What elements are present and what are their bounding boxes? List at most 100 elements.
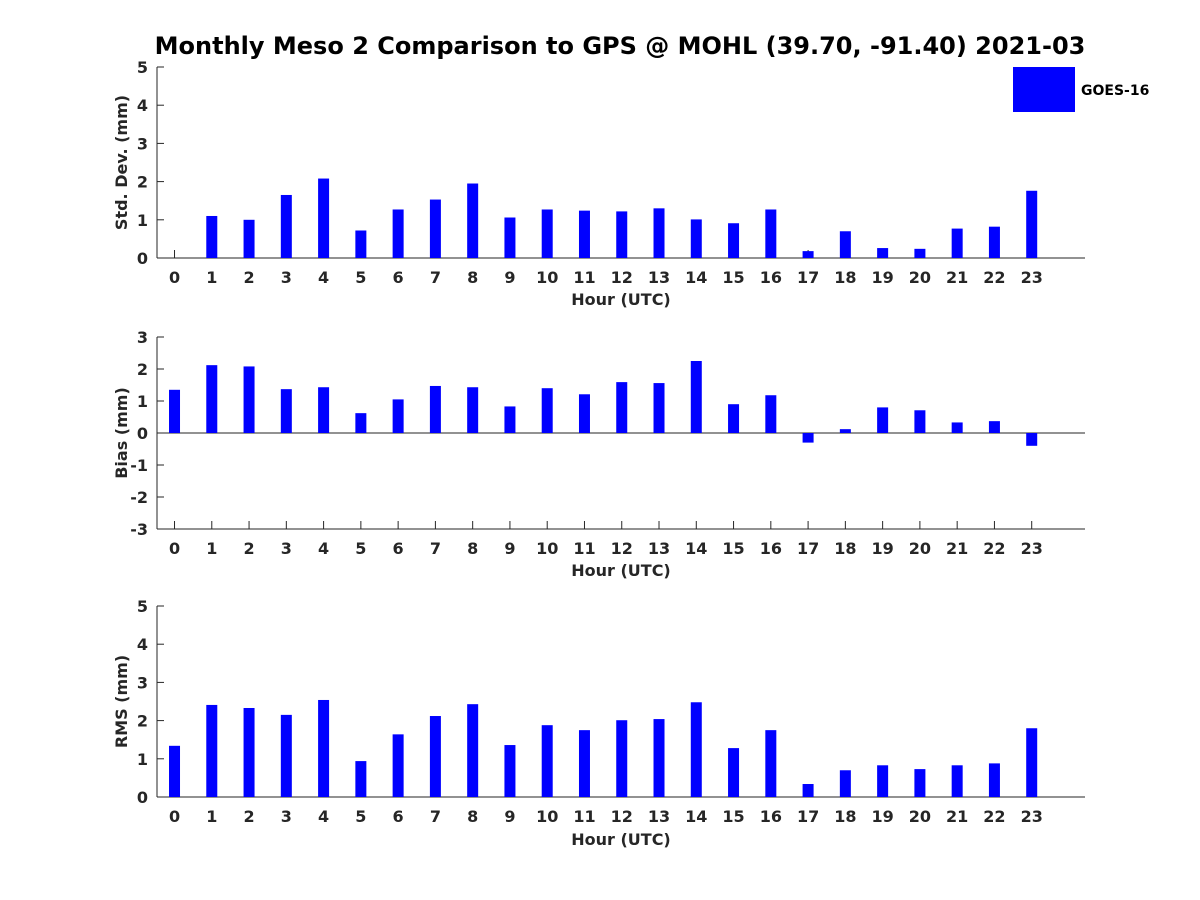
- std-dev-x-axis-label: Hour (UTC): [571, 290, 671, 309]
- rms-y-tick-label: 2: [137, 712, 148, 731]
- rms-x-tick-label: 2: [243, 807, 254, 826]
- std-dev-bar: [206, 215, 218, 258]
- bias-bar: [243, 366, 255, 433]
- std-dev-x-tick-label: 17: [797, 268, 819, 287]
- std-dev-x-tick-label: 7: [430, 268, 441, 287]
- rms-y-tick-label: 0: [137, 788, 148, 807]
- bias-bar: [765, 395, 777, 433]
- rms-x-tick-label: 14: [685, 807, 707, 826]
- bias-bar: [429, 385, 441, 433]
- std-dev-x-tick-label: 19: [871, 268, 893, 287]
- rms-x-tick-label: 23: [1021, 807, 1043, 826]
- bias-x-tick-label: 10: [536, 539, 558, 558]
- bias-x-tick-label: 7: [430, 539, 441, 558]
- std-dev-bar: [243, 219, 255, 258]
- rms-x-axis-label: Hour (UTC): [571, 830, 671, 849]
- bias-bar: [988, 421, 1000, 433]
- bias-x-tick-label: 19: [871, 539, 893, 558]
- bias-x-tick-label: 0: [169, 539, 180, 558]
- legend-label: GOES-16: [1081, 83, 1149, 99]
- rms-x-tick-label: 18: [834, 807, 856, 826]
- std-dev-x-tick-label: 5: [355, 268, 366, 287]
- rms-x-tick-label: 4: [318, 807, 329, 826]
- rms-bar: [1026, 728, 1038, 797]
- std-dev-bar: [988, 226, 1000, 258]
- rms-bar: [690, 702, 702, 797]
- std-dev-x-tick-label: 14: [685, 268, 707, 287]
- legend: GOES-16: [1013, 67, 1149, 112]
- std-dev-x-tick-label: 1: [206, 268, 217, 287]
- std-dev-x-tick-label: 2: [243, 268, 254, 287]
- rms-x-tick-label: 20: [909, 807, 931, 826]
- rms-bar: [877, 765, 889, 797]
- bias-y-tick-label: 3: [137, 328, 148, 347]
- rms-bar: [504, 745, 516, 797]
- bias-x-tick-label: 21: [946, 539, 968, 558]
- rms-y-tick-label: 1: [137, 750, 148, 769]
- std-dev-y-tick-label: 2: [137, 173, 148, 192]
- std-dev-x-tick-label: 23: [1021, 268, 1043, 287]
- bias-bar: [467, 387, 479, 433]
- rms-y-tick-label: 3: [137, 673, 148, 692]
- rms-x-tick-label: 11: [573, 807, 595, 826]
- rms-x-tick-label: 8: [467, 807, 478, 826]
- rms-x-tick-label: 15: [722, 807, 744, 826]
- std-dev-x-tick-label: 16: [760, 268, 782, 287]
- rms-x-tick-label: 22: [983, 807, 1005, 826]
- bias-x-tick-label: 12: [611, 539, 633, 558]
- bias-x-tick-label: 11: [573, 539, 595, 558]
- bias-bar: [578, 394, 590, 433]
- bias-x-tick-label: 3: [281, 539, 292, 558]
- rms-bar: [616, 720, 628, 797]
- std-dev-x-tick-label: 13: [648, 268, 670, 287]
- bias-bar: [877, 407, 889, 433]
- rms-x-tick-label: 17: [797, 807, 819, 826]
- bias-y-tick-label: -2: [130, 488, 148, 507]
- legend-swatch: [1013, 67, 1075, 112]
- std-dev-bar: [280, 194, 292, 258]
- std-dev-y-tick-label: 4: [137, 96, 148, 115]
- std-dev-y-tick-label: 3: [137, 134, 148, 153]
- bias-bar: [951, 422, 963, 433]
- rms-y-axis-label: RMS (mm): [112, 655, 131, 748]
- rms-x-tick-label: 21: [946, 807, 968, 826]
- bias-bar: [914, 410, 926, 433]
- bias-x-tick-label: 16: [760, 539, 782, 558]
- bias-bar: [1026, 433, 1038, 446]
- rms-bar: [392, 734, 404, 797]
- std-dev-y-tick-label: 0: [137, 249, 148, 268]
- bias-x-tick-label: 13: [648, 539, 670, 558]
- rms-bar: [169, 745, 181, 797]
- bias-y-tick-label: -1: [130, 456, 148, 475]
- bias-bar: [690, 361, 702, 433]
- std-dev-bar: [1026, 190, 1038, 258]
- bias-x-tick-label: 8: [467, 539, 478, 558]
- bias-bar: [802, 433, 814, 443]
- rms-x-tick-label: 5: [355, 807, 366, 826]
- rms-bar: [765, 730, 777, 797]
- rms-bar: [914, 769, 926, 797]
- bias-y-tick-label: 0: [137, 424, 148, 443]
- rms-bar: [429, 716, 441, 797]
- std-dev-x-tick-label: 6: [393, 268, 404, 287]
- bias-bar: [839, 429, 851, 433]
- bias-x-tick-label: 6: [393, 539, 404, 558]
- bias-bar: [318, 387, 330, 433]
- rms-x-tick-label: 12: [611, 807, 633, 826]
- std-dev-bar: [802, 251, 814, 258]
- rms-bar: [355, 761, 367, 797]
- bias-x-tick-label: 2: [243, 539, 254, 558]
- rms-x-tick-label: 16: [760, 807, 782, 826]
- std-dev-y-axis-label: Std. Dev. (mm): [112, 95, 131, 230]
- std-dev-x-tick-label: 12: [611, 268, 633, 287]
- std-dev-bar: [690, 219, 702, 258]
- rms-x-tick-label: 1: [206, 807, 217, 826]
- std-dev-x-tick-label: 18: [834, 268, 856, 287]
- rms-bar: [728, 748, 740, 797]
- rms-bar: [653, 719, 665, 797]
- rms-x-tick-label: 9: [504, 807, 515, 826]
- std-dev-x-tick-label: 9: [504, 268, 515, 287]
